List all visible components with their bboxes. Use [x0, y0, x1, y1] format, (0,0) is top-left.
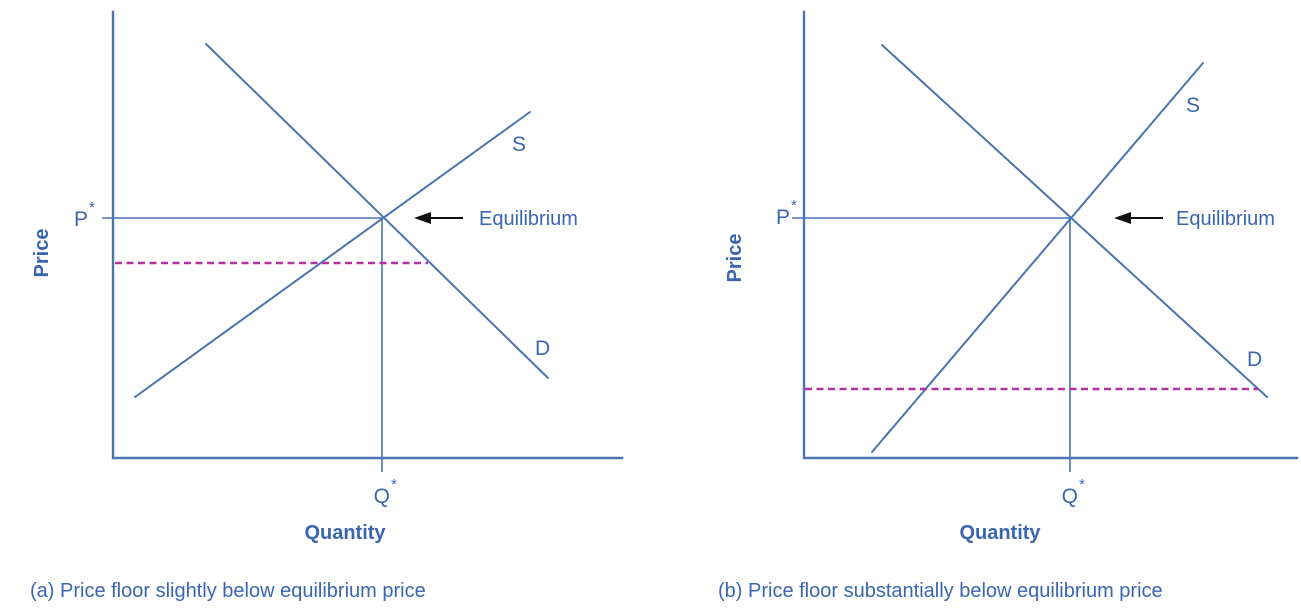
qstar-superscript-b: * [1079, 476, 1085, 493]
equilibrium-label-b: Equilibrium [1176, 208, 1275, 230]
qstar-label-b: Q [1062, 485, 1078, 508]
qstar-label-a: Q [374, 485, 390, 508]
equilibrium-arrow-a [414, 212, 463, 224]
caption-b: (b) Price floor substantially below equi… [718, 580, 1163, 602]
pstar-label-a: P [74, 208, 88, 231]
axes-b [802, 10, 1299, 460]
pstar-superscript-a: * [89, 199, 95, 216]
x-axis-label-b: Quantity [959, 522, 1041, 544]
pstar-superscript-b: * [791, 197, 797, 214]
supply-curve-b [871, 62, 1204, 453]
y-axis-label-a: Price [31, 229, 53, 278]
demand-label-b: D [1247, 348, 1262, 371]
x-axis-label-a: Quantity [304, 522, 386, 544]
caption-a: (a) Price floor slightly below equilibri… [30, 580, 426, 602]
axes-a [111, 10, 624, 460]
supply-label-a: S [512, 133, 526, 156]
demand-curve-a [205, 43, 549, 379]
equilibrium-label-a: Equilibrium [479, 208, 578, 230]
equilibrium-arrow-b [1114, 212, 1163, 224]
qstar-superscript-a: * [391, 476, 397, 493]
supply-label-b: S [1186, 94, 1200, 117]
pstar-label-b: P [776, 206, 790, 229]
panel-a: P * Q * S D Equilibrium Quantity Price (… [30, 10, 624, 602]
demand-label-a: D [535, 337, 550, 360]
y-axis-label-b: Price [724, 234, 746, 283]
arrow-head-icon-a [414, 212, 431, 224]
demand-curve-b [881, 44, 1268, 398]
arrow-head-icon-b [1114, 212, 1131, 224]
supply-curve-a [134, 111, 531, 398]
panel-b: P * Q * S D Equilibrium Quantity Price (… [718, 10, 1299, 602]
